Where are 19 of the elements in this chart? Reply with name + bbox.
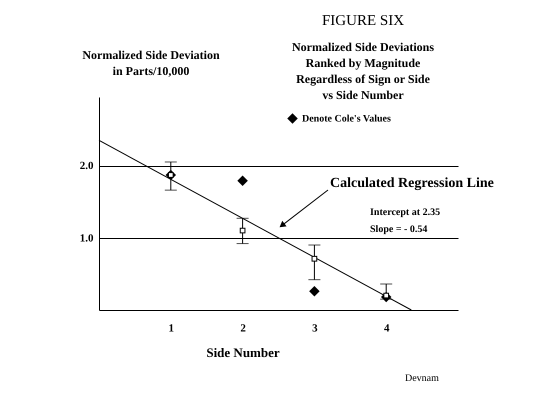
x-tick-label: 2 bbox=[240, 322, 246, 334]
y-axis-title: Normalized Side Deviation in Parts/10,000 bbox=[82, 48, 220, 78]
point bbox=[312, 256, 318, 262]
x-tick-label: 3 bbox=[312, 322, 318, 334]
annotation: Calculated Regression Line bbox=[330, 176, 494, 191]
annotation: Intercept at 2.35 bbox=[370, 207, 440, 218]
point bbox=[309, 286, 320, 296]
chart-title: FIGURE SIX bbox=[322, 13, 404, 29]
chart-subtitle: Normalized Side Deviations Ranked by Magnitude Regardless of Sign or Side vs Side Number bbox=[292, 40, 434, 102]
x-axis-title: Side Number bbox=[206, 345, 280, 360]
x-tick-label: 4 bbox=[384, 322, 390, 334]
y-tick-label: 2.0 bbox=[80, 160, 94, 172]
text: Devnam bbox=[405, 373, 440, 384]
annotation: Slope = - 0.54 bbox=[370, 224, 428, 235]
x-tick-label: 1 bbox=[168, 322, 174, 334]
point bbox=[237, 176, 248, 186]
legend-label: Denote Cole's Values bbox=[302, 114, 391, 124]
point bbox=[240, 228, 246, 234]
y-tick-label: 1.0 bbox=[80, 232, 94, 244]
